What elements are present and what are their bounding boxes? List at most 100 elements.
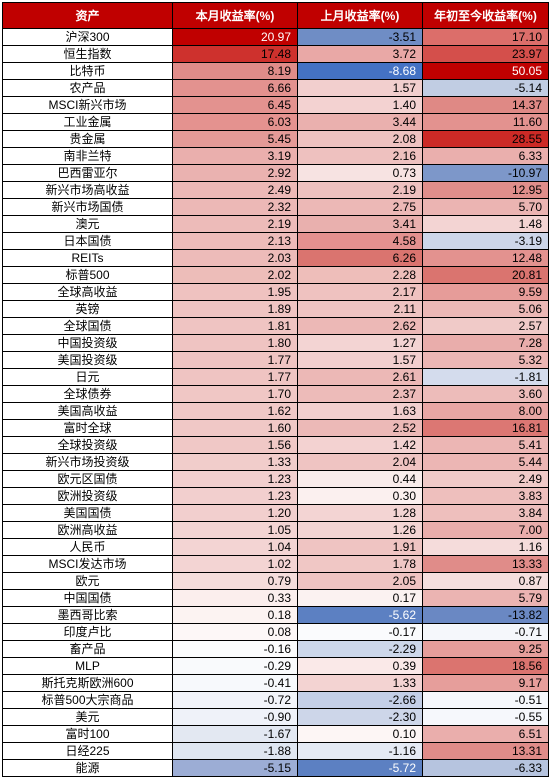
table-row: 全球高收益1.952.179.59 — [3, 284, 549, 301]
prev-cell: 0.44 — [298, 471, 423, 488]
col-prev: 上月收益率(%) — [298, 3, 423, 29]
ytd-cell: 3.83 — [423, 488, 549, 505]
prev-cell: 2.62 — [298, 318, 423, 335]
prev-cell: 1.78 — [298, 556, 423, 573]
asset-cell: REITs — [3, 250, 173, 267]
ytd-cell: 14.37 — [423, 97, 549, 114]
prev-cell: 3.44 — [298, 114, 423, 131]
asset-cell: 富时全球 — [3, 420, 173, 437]
prev-cell: 6.26 — [298, 250, 423, 267]
table-row: 全球国债1.812.622.57 — [3, 318, 549, 335]
table-row: 比特币8.19-8.6850.05 — [3, 63, 549, 80]
month-cell: 0.18 — [173, 607, 298, 624]
table-row: 农产品6.661.57-5.14 — [3, 80, 549, 97]
asset-cell: 全球投资级 — [3, 437, 173, 454]
month-cell: 2.49 — [173, 182, 298, 199]
asset-cell: 贵金属 — [3, 131, 173, 148]
month-cell: 1.20 — [173, 505, 298, 522]
table-row: 欧洲高收益1.051.267.00 — [3, 522, 549, 539]
table-row: 斯托克斯欧洲600-0.411.339.17 — [3, 675, 549, 692]
ytd-cell: 20.81 — [423, 267, 549, 284]
asset-cell: 比特币 — [3, 63, 173, 80]
asset-cell: 欧洲高收益 — [3, 522, 173, 539]
prev-cell: 2.19 — [298, 182, 423, 199]
month-cell: 20.97 — [173, 29, 298, 46]
prev-cell: -5.72 — [298, 760, 423, 777]
asset-cell: 巴西雷亚尔 — [3, 165, 173, 182]
ytd-cell: 12.95 — [423, 182, 549, 199]
asset-cell: 全球国债 — [3, 318, 173, 335]
ytd-cell: 17.10 — [423, 29, 549, 46]
asset-cell: 南非兰特 — [3, 148, 173, 165]
col-asset: 资产 — [3, 3, 173, 29]
ytd-cell: 16.81 — [423, 420, 549, 437]
ytd-cell: 2.49 — [423, 471, 549, 488]
ytd-cell: 9.25 — [423, 641, 549, 658]
month-cell: 2.13 — [173, 233, 298, 250]
prev-cell: 1.57 — [298, 352, 423, 369]
prev-cell: -2.29 — [298, 641, 423, 658]
month-cell: 1.95 — [173, 284, 298, 301]
table-row: 畜产品-0.16-2.299.25 — [3, 641, 549, 658]
asset-cell: 全球债券 — [3, 386, 173, 403]
prev-cell: -0.17 — [298, 624, 423, 641]
table-row: 欧洲投资级1.230.303.83 — [3, 488, 549, 505]
table-row: 日本国债2.134.58-3.19 — [3, 233, 549, 250]
prev-cell: 2.08 — [298, 131, 423, 148]
prev-cell: 2.11 — [298, 301, 423, 318]
month-cell: 0.33 — [173, 590, 298, 607]
month-cell: 6.45 — [173, 97, 298, 114]
prev-cell: 2.04 — [298, 454, 423, 471]
ytd-cell: 5.41 — [423, 437, 549, 454]
prev-cell: 2.05 — [298, 573, 423, 590]
month-cell: 6.03 — [173, 114, 298, 131]
table-row: 中国投资级1.801.277.28 — [3, 335, 549, 352]
asset-cell: 沪深300 — [3, 29, 173, 46]
ytd-cell: 7.28 — [423, 335, 549, 352]
prev-cell: 4.58 — [298, 233, 423, 250]
ytd-cell: 13.33 — [423, 556, 549, 573]
prev-cell: 1.57 — [298, 80, 423, 97]
month-cell: 6.66 — [173, 80, 298, 97]
table-row: 美国投资级1.771.575.32 — [3, 352, 549, 369]
month-cell: 1.81 — [173, 318, 298, 335]
month-cell: 5.45 — [173, 131, 298, 148]
table-row: 墨西哥比索0.18-5.62-13.82 — [3, 607, 549, 624]
month-cell: 1.80 — [173, 335, 298, 352]
asset-cell: 斯托克斯欧洲600 — [3, 675, 173, 692]
month-cell: 1.62 — [173, 403, 298, 420]
asset-cell: 美元 — [3, 709, 173, 726]
asset-cell: 全球高收益 — [3, 284, 173, 301]
table-row: 能源-5.15-5.72-6.33 — [3, 760, 549, 777]
prev-cell: 1.91 — [298, 539, 423, 556]
prev-cell: 0.17 — [298, 590, 423, 607]
prev-cell: 0.10 — [298, 726, 423, 743]
table-row: 澳元2.193.411.48 — [3, 216, 549, 233]
month-cell: 1.60 — [173, 420, 298, 437]
month-cell: 1.33 — [173, 454, 298, 471]
asset-cell: 美国国债 — [3, 505, 173, 522]
table-row: MLP-0.290.3918.56 — [3, 658, 549, 675]
asset-cell: 欧洲投资级 — [3, 488, 173, 505]
prev-cell: 2.16 — [298, 148, 423, 165]
asset-cell: 畜产品 — [3, 641, 173, 658]
asset-cell: 日经225 — [3, 743, 173, 760]
ytd-cell: 5.79 — [423, 590, 549, 607]
table-row: 新兴市场国债2.322.755.70 — [3, 199, 549, 216]
table-row: 富时100-1.670.106.51 — [3, 726, 549, 743]
month-cell: -0.72 — [173, 692, 298, 709]
ytd-cell: -0.71 — [423, 624, 549, 641]
month-cell: -0.90 — [173, 709, 298, 726]
ytd-cell: 5.06 — [423, 301, 549, 318]
month-cell: -0.41 — [173, 675, 298, 692]
prev-cell: 2.28 — [298, 267, 423, 284]
asset-cell: MSCI新兴市场 — [3, 97, 173, 114]
table-row: 南非兰特3.192.166.33 — [3, 148, 549, 165]
asset-cell: 新兴市场高收益 — [3, 182, 173, 199]
table-row: 美国高收益1.621.638.00 — [3, 403, 549, 420]
asset-cell: 恒生指数 — [3, 46, 173, 63]
asset-cell: 工业金属 — [3, 114, 173, 131]
ytd-cell: -0.55 — [423, 709, 549, 726]
table-row: 中国国债0.330.175.79 — [3, 590, 549, 607]
month-cell: -5.15 — [173, 760, 298, 777]
